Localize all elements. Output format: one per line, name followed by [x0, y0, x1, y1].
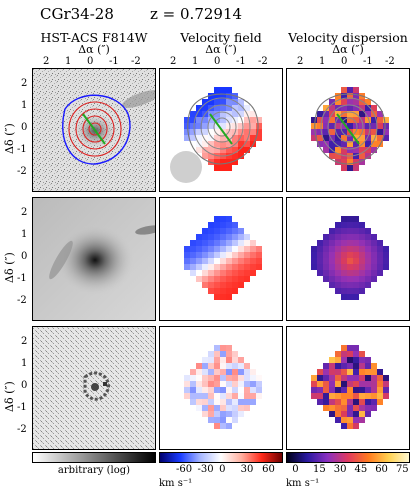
x-tick-label: 1	[65, 56, 72, 67]
colorbar-tick-label: 60	[262, 464, 275, 475]
y-tick-label: 1	[21, 100, 28, 111]
redshift-label: z = 0.72914	[150, 5, 243, 23]
panel-hst-contours	[32, 68, 156, 192]
panel-velocity-contours	[159, 68, 283, 192]
panel-velocity-model	[159, 197, 283, 321]
y-tick-label: 2	[21, 336, 28, 347]
x-tick-label: 0	[341, 56, 348, 67]
colorbar-dispersion	[286, 452, 410, 463]
x-tick-label: -1	[236, 56, 246, 67]
y-tick-label: -2	[17, 166, 27, 177]
x-tick-label: 0	[87, 56, 94, 67]
colorbar-flux	[32, 452, 156, 463]
y-tick-label: -1	[17, 144, 27, 155]
column-title-dispersion: Velocity dispersion	[288, 30, 408, 45]
x-tick-label: -2	[258, 56, 268, 67]
column-title-hst: HST-ACS F814W	[40, 30, 148, 45]
panel-velocity-residual	[159, 326, 283, 450]
x-axis-label-1: Δα (″)	[78, 43, 110, 56]
y-tick-label: 0	[21, 251, 28, 262]
colorbar-tick-label: 0	[219, 464, 226, 475]
y-tick-label: 2	[21, 207, 28, 218]
x-tick-label: 1	[319, 56, 326, 67]
x-tick-label: 1	[192, 56, 199, 67]
panel-dispersion-residual	[286, 326, 410, 450]
x-tick-label: -1	[109, 56, 119, 67]
colorbar-tick-label: 30	[240, 464, 254, 475]
colorbar-tick-label: 60	[375, 464, 388, 475]
colorbar-tick-label: -60	[176, 464, 193, 475]
colorbar-tick-label: 15	[312, 464, 326, 475]
y-axis-label: Δδ (″)	[3, 123, 16, 154]
panel-residual-image	[32, 326, 156, 450]
y-tick-label: 0	[21, 122, 28, 133]
y-tick-label: 1	[21, 358, 28, 369]
colorbar-tick-label: 30	[333, 464, 347, 475]
colorbar-dispersion-unit: km s⁻¹	[286, 478, 320, 489]
colorbar-velocity-unit: km s⁻¹	[159, 478, 193, 489]
panel-model-image	[32, 197, 156, 321]
x-tick-label: -2	[385, 56, 395, 67]
column-title-velocity: Velocity field	[180, 30, 262, 45]
x-axis-label-2: Δα (″)	[205, 43, 237, 56]
colorbar-tick-label: 0	[292, 464, 299, 475]
x-tick-label: -1	[363, 56, 373, 67]
panel-dispersion-contours	[286, 68, 410, 192]
y-axis-label: Δδ (″)	[3, 252, 16, 283]
panel-dispersion-model	[286, 197, 410, 321]
x-tick-label: 2	[297, 56, 304, 67]
y-tick-label: -2	[17, 295, 27, 306]
x-axis-label-3: Δα (″)	[332, 43, 364, 56]
colorbar-tick-label: 45	[354, 464, 368, 475]
y-axis-label: Δδ (″)	[3, 381, 16, 412]
x-tick-label: -2	[131, 56, 141, 67]
y-tick-label: 1	[21, 229, 28, 240]
x-tick-label: 0	[214, 56, 221, 67]
colorbar-tick-label: 75	[395, 464, 409, 475]
y-tick-label: -1	[17, 273, 27, 284]
x-tick-label: 2	[43, 56, 50, 67]
y-tick-label: 0	[21, 380, 28, 391]
colorbar-velocity	[159, 452, 283, 463]
y-tick-label: -1	[17, 402, 27, 413]
colorbar-tick-label: -30	[197, 464, 214, 475]
y-tick-label: 2	[21, 78, 28, 89]
object-name: CGr34-28	[40, 5, 114, 23]
colorbar-flux-label: arbitrary (log)	[57, 465, 131, 476]
y-tick-label: -2	[17, 424, 27, 435]
x-tick-label: 2	[170, 56, 177, 67]
